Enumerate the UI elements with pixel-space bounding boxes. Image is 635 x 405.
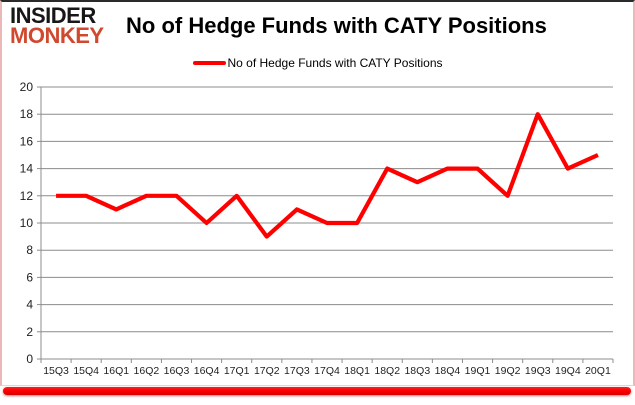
y-axis-label: 2 xyxy=(26,325,33,339)
x-axis-label: 19Q1 xyxy=(465,365,491,377)
y-axis-label: 18 xyxy=(20,107,34,121)
x-axis-label: 18Q2 xyxy=(374,365,400,377)
y-axis-label: 16 xyxy=(20,134,34,148)
y-axis-label: 6 xyxy=(26,270,33,284)
y-axis-label: 20 xyxy=(20,80,34,94)
y-axis-label: 12 xyxy=(20,189,34,203)
x-axis-label: 18Q1 xyxy=(344,365,370,377)
chart-panel xyxy=(0,0,635,386)
x-axis-label: 17Q4 xyxy=(314,365,340,377)
logo-word-monkey: MONKEY xyxy=(10,23,104,49)
x-axis-label: 15Q3 xyxy=(43,365,69,377)
y-axis-label: 0 xyxy=(26,352,33,366)
x-axis-label: 19Q4 xyxy=(555,365,581,377)
x-axis-label: 17Q1 xyxy=(224,365,250,377)
legend-series-label: No of Hedge Funds with CATY Positions xyxy=(227,56,443,70)
chart-header: INSIDER MONKEY No of Hedge Funds with CA… xyxy=(10,3,547,49)
x-axis-label: 18Q4 xyxy=(435,365,461,377)
series-line xyxy=(56,112,599,239)
x-axis-label: 16Q3 xyxy=(164,365,190,377)
x-axis-label: 16Q1 xyxy=(103,365,129,377)
legend-line-marker xyxy=(192,61,226,65)
x-axis-label: 18Q3 xyxy=(404,365,430,377)
y-axis-label: 8 xyxy=(26,243,33,257)
x-axis-label: 19Q3 xyxy=(525,365,551,377)
line-chart-plot-area: 0 2 4 6 8 10 12 14 16 18 20 15Q3 15Q4 16Q1 16Q2 16Q3 16Q… xyxy=(20,80,614,377)
chart-title: No of Hedge Funds with CATY Positions xyxy=(126,13,547,39)
x-axis-label: 19Q2 xyxy=(495,365,521,377)
logo-word-insider: INSIDER xyxy=(10,3,96,28)
x-axis-label: 16Q2 xyxy=(134,365,160,377)
x-axis-label: 15Q4 xyxy=(73,365,99,377)
chart-legend: No of Hedge Funds with CATY Positions xyxy=(0,56,635,70)
bottom-red-accent-bar xyxy=(3,387,631,395)
x-axis-label: 17Q3 xyxy=(284,365,310,377)
y-axis-label: 4 xyxy=(26,298,33,312)
y-axis-label: 14 xyxy=(20,162,34,176)
x-axis-label: 20Q1 xyxy=(585,365,611,377)
insider-monkey-logo: INSIDER MONKEY xyxy=(10,3,118,49)
y-axis-label: 10 xyxy=(20,216,34,230)
x-axis-label: 16Q4 xyxy=(194,365,220,377)
x-axis-label: 17Q2 xyxy=(254,365,280,377)
